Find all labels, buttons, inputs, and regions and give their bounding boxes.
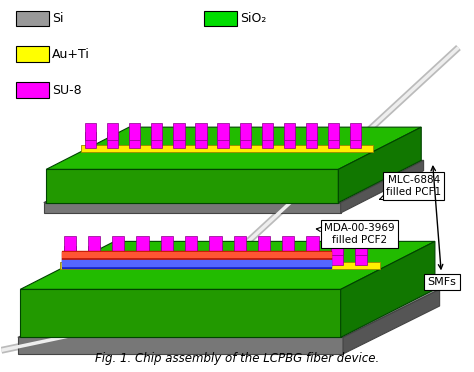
Polygon shape	[20, 241, 435, 289]
FancyBboxPatch shape	[328, 123, 339, 140]
FancyBboxPatch shape	[137, 246, 149, 265]
FancyBboxPatch shape	[64, 246, 76, 265]
FancyBboxPatch shape	[112, 236, 124, 255]
FancyBboxPatch shape	[282, 236, 294, 255]
FancyBboxPatch shape	[331, 236, 343, 255]
Polygon shape	[18, 289, 439, 337]
FancyBboxPatch shape	[137, 236, 149, 255]
FancyBboxPatch shape	[284, 132, 295, 148]
FancyBboxPatch shape	[185, 236, 197, 255]
FancyBboxPatch shape	[151, 123, 163, 140]
FancyBboxPatch shape	[204, 11, 237, 26]
FancyBboxPatch shape	[307, 246, 319, 265]
FancyBboxPatch shape	[88, 246, 100, 265]
Polygon shape	[81, 145, 373, 152]
Polygon shape	[44, 203, 341, 213]
FancyBboxPatch shape	[112, 246, 124, 265]
Polygon shape	[18, 337, 343, 354]
FancyBboxPatch shape	[107, 123, 118, 140]
Text: SU-8: SU-8	[52, 83, 82, 96]
FancyBboxPatch shape	[234, 246, 246, 265]
FancyBboxPatch shape	[350, 123, 361, 140]
FancyBboxPatch shape	[234, 236, 246, 255]
FancyBboxPatch shape	[282, 246, 294, 265]
FancyBboxPatch shape	[239, 132, 251, 148]
Text: Si: Si	[52, 12, 64, 25]
Text: SMFs: SMFs	[428, 166, 456, 287]
FancyBboxPatch shape	[173, 123, 184, 140]
Polygon shape	[341, 241, 435, 337]
Polygon shape	[44, 160, 424, 203]
FancyBboxPatch shape	[284, 123, 295, 140]
FancyBboxPatch shape	[331, 246, 343, 265]
FancyBboxPatch shape	[129, 123, 140, 140]
FancyBboxPatch shape	[355, 246, 367, 265]
FancyBboxPatch shape	[161, 236, 173, 255]
FancyBboxPatch shape	[218, 132, 229, 148]
Polygon shape	[60, 262, 380, 269]
FancyBboxPatch shape	[85, 132, 96, 148]
FancyBboxPatch shape	[350, 132, 361, 148]
FancyBboxPatch shape	[328, 132, 339, 148]
FancyBboxPatch shape	[16, 11, 48, 26]
FancyBboxPatch shape	[306, 132, 317, 148]
FancyBboxPatch shape	[185, 246, 197, 265]
Text: MLC-6884
filled PCF1: MLC-6884 filled PCF1	[380, 175, 441, 200]
Polygon shape	[343, 289, 439, 354]
Text: Au+Ti: Au+Ti	[52, 48, 90, 61]
FancyBboxPatch shape	[306, 123, 317, 140]
FancyBboxPatch shape	[16, 46, 48, 62]
FancyBboxPatch shape	[64, 236, 76, 255]
Text: MDA-00-3969
filled PCF2: MDA-00-3969 filled PCF2	[316, 223, 395, 245]
FancyBboxPatch shape	[195, 123, 207, 140]
Polygon shape	[341, 160, 424, 213]
Polygon shape	[46, 127, 421, 169]
Polygon shape	[338, 127, 421, 203]
Text: Fig. 1. Chip assembly of the LCPBG fiber device.: Fig. 1. Chip assembly of the LCPBG fiber…	[95, 352, 379, 365]
FancyBboxPatch shape	[258, 236, 270, 255]
FancyBboxPatch shape	[161, 246, 173, 265]
FancyBboxPatch shape	[88, 236, 100, 255]
FancyBboxPatch shape	[195, 132, 207, 148]
Polygon shape	[20, 289, 341, 337]
FancyBboxPatch shape	[239, 123, 251, 140]
FancyBboxPatch shape	[107, 132, 118, 148]
FancyBboxPatch shape	[355, 236, 367, 255]
FancyBboxPatch shape	[258, 246, 270, 265]
Text: SiO₂: SiO₂	[240, 12, 267, 25]
FancyBboxPatch shape	[210, 236, 221, 255]
FancyBboxPatch shape	[218, 123, 229, 140]
FancyBboxPatch shape	[262, 132, 273, 148]
Polygon shape	[46, 169, 338, 203]
FancyBboxPatch shape	[16, 82, 48, 98]
FancyBboxPatch shape	[85, 123, 96, 140]
FancyBboxPatch shape	[129, 132, 140, 148]
FancyBboxPatch shape	[151, 132, 163, 148]
FancyBboxPatch shape	[210, 246, 221, 265]
FancyBboxPatch shape	[173, 132, 184, 148]
FancyBboxPatch shape	[262, 123, 273, 140]
FancyBboxPatch shape	[307, 236, 319, 255]
